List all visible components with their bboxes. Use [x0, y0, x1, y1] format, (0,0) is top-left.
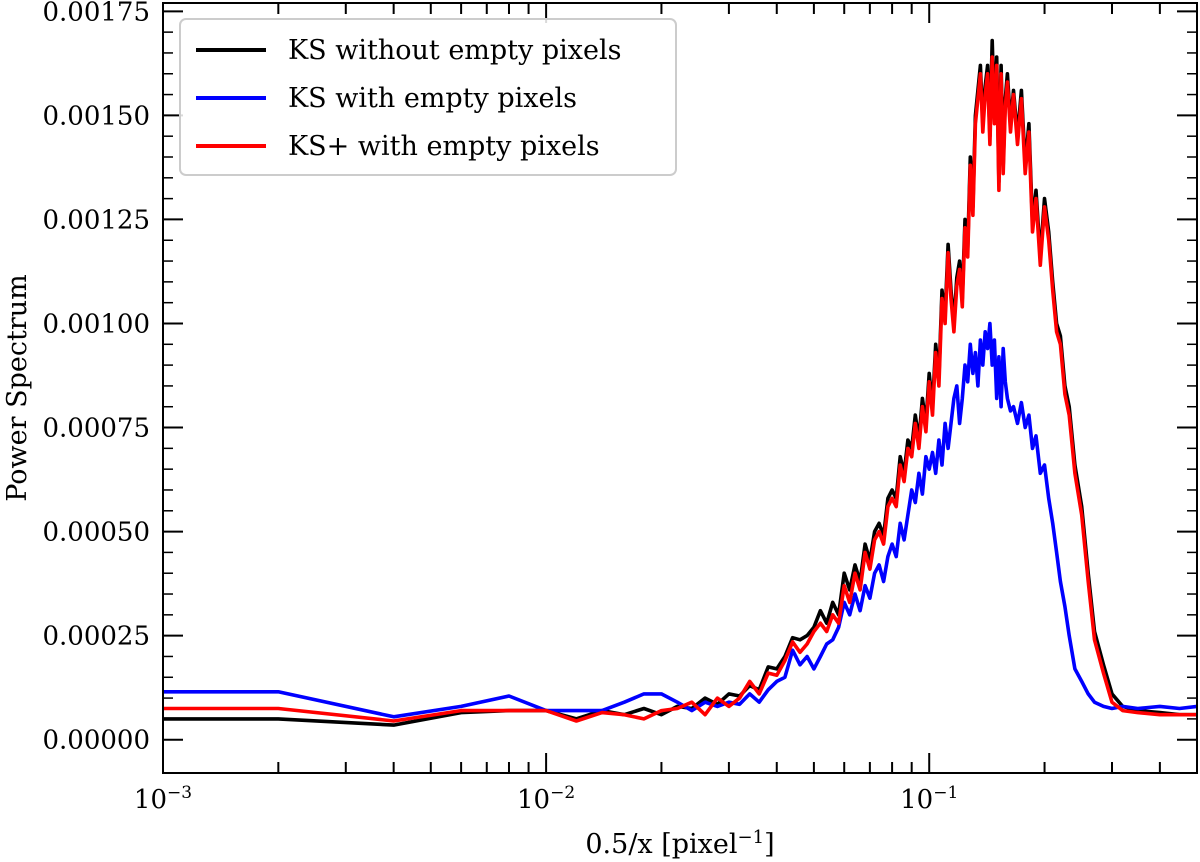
series-line-2 — [163, 321, 1197, 719]
y-tick-label: 0.00125 — [42, 205, 150, 235]
x-tick-label-exp: −2 — [550, 783, 575, 803]
x-tick-label-base: 10 — [134, 785, 167, 815]
tick-labels: 10−3 10−2 10−10.000000.000250.000500.00075… — [42, 0, 958, 815]
x-tick-label-exp: −3 — [167, 783, 192, 803]
legend-label: KS with empty pixels — [288, 83, 577, 114]
legend: KS without empty pixels KS with empty pix… — [179, 18, 677, 176]
x-axis-title-sup: −1 — [738, 827, 765, 848]
legend-box — [179, 18, 677, 176]
x-tick-label: 10−1 — [900, 783, 958, 815]
x-axis-title: 0.5/x [pixel−1] — [585, 827, 774, 861]
y-tick-label: 0.00000 — [42, 726, 150, 756]
y-tick-label: 0.00100 — [42, 309, 150, 339]
plot-frame — [162, 2, 1198, 774]
series-line-3 — [163, 55, 1197, 723]
x-tick-label: 10−3 — [134, 783, 192, 815]
series-lines — [163, 38, 1197, 727]
x-tick-label-exp: −1 — [933, 783, 958, 803]
y-tick-label: 0.00025 — [42, 622, 150, 652]
x-axis-title-main: 0.5/x [pixel — [585, 829, 737, 860]
y-tick-label: 0.00175 — [42, 0, 150, 27]
y-tick-label: 0.00150 — [42, 101, 150, 131]
y-axis-title: Power Spectrum — [2, 274, 33, 502]
legend-label: KS+ with empty pixels — [288, 131, 600, 162]
x-tick-label-base: 10 — [900, 785, 933, 815]
y-tick-label: 0.00075 — [42, 414, 150, 444]
x-axis-title-end: ] — [764, 829, 775, 860]
legend-label: KS without empty pixels — [288, 35, 621, 66]
x-tick-label-base: 10 — [517, 785, 550, 815]
tick-marks — [162, 3, 1198, 773]
x-tick-label: 10−2 — [517, 783, 575, 815]
y-tick-label: 0.00050 — [42, 518, 150, 548]
